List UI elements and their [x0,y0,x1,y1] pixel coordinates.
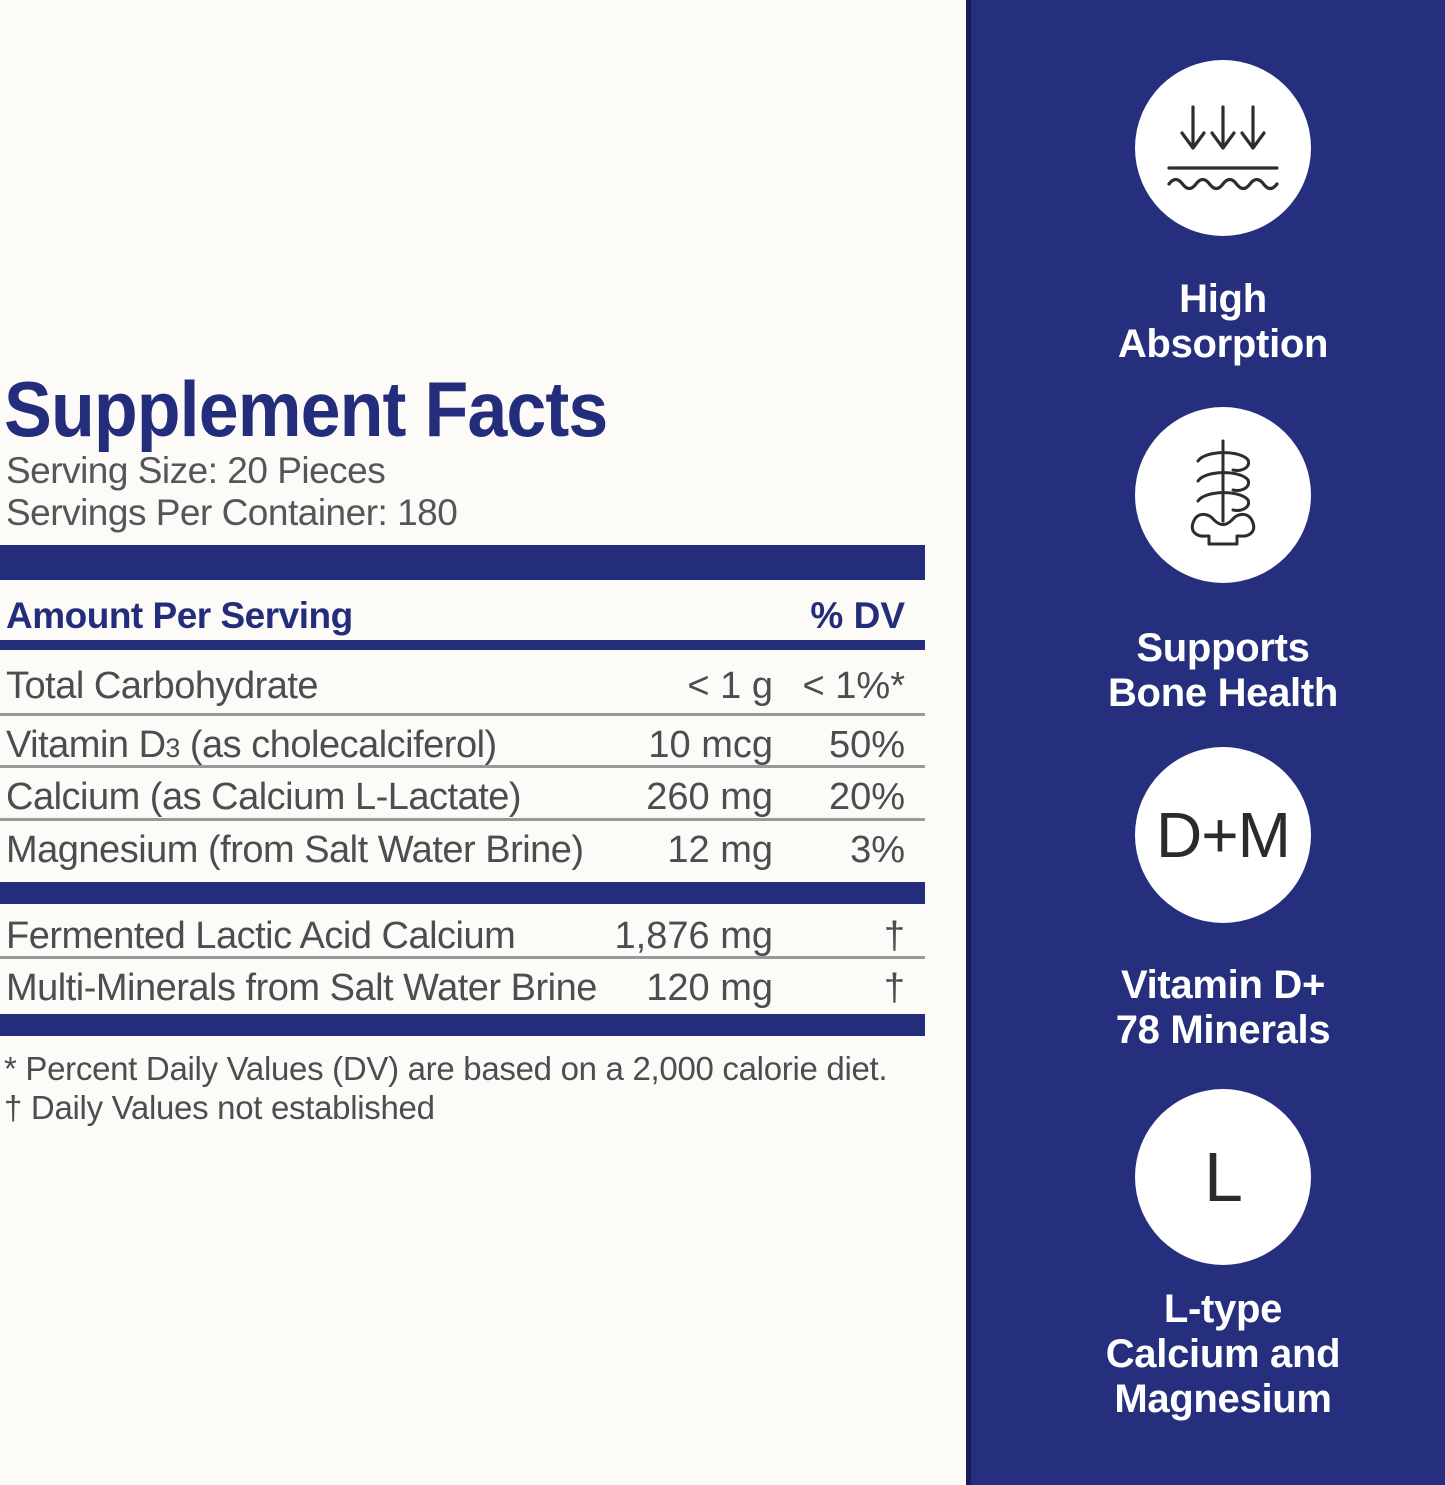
percent-dv-header: % DV [810,595,905,636]
benefit-label-l-type: L-type Calcium and Magnesium [993,1287,1445,1422]
nutrient-amount: 10 mcg [648,724,773,766]
benefit-label-line: Supports [1136,626,1310,670]
section-bar-middle [0,882,925,904]
section-bar-bottom [0,1014,925,1036]
nutrient-name-subscript: 3 [165,733,181,763]
nutrient-name: Multi-Minerals from Salt Water Brine [6,965,597,1014]
nutrient-name-suffix: (as cholecalciferol) [179,724,497,766]
supplement-facts-panel: Supplement Facts Serving Size: 20 Pieces… [0,365,925,1126]
nutrient-name: Calcium (as Calcium L-Lactate) [6,774,522,823]
benefit-badge-high-absorption [1135,60,1311,236]
nutrient-name-text: Magnesium (from Salt Water Brine) [6,829,584,871]
benefit-label-line: High [1179,277,1267,321]
nutrient-dv: 3% [850,829,905,871]
benefit-label-line: L-type [1163,1287,1283,1331]
benefit-label-bone-health: Supports Bone Health [993,626,1445,716]
page-title: Supplement Facts [4,365,608,453]
table-row: Multi-Minerals from Salt Water Brine 120… [0,965,925,1011]
table-row: Fermented Lactic Acid Calcium 1,876 mg † [0,913,925,959]
benefit-label-high-absorption: High Absorption [993,277,1445,367]
nutrient-dv: † [883,967,905,1009]
section-bar-top [0,545,925,580]
nutrient-amount: < 1 g [687,665,773,707]
nutrient-amount: 120 mg [646,967,773,1009]
benefit-label-line: Calcium and [1105,1332,1341,1376]
benefits-sidebar: High Absorption Supports Bone Health D+M… [966,0,1445,1485]
row-divider [0,713,925,716]
table-row: Total Carbohydrate < 1 g < 1%* [0,663,925,709]
nutrient-name-text: Fermented Lactic Acid Calcium [6,915,516,957]
dm-monogram-icon: D+M [1156,799,1291,871]
nutrient-name: Fermented Lactic Acid Calcium [6,913,516,962]
l-monogram-icon: L [1204,1138,1243,1216]
footnote-dagger: † Daily Values not established [4,1089,435,1126]
nutrient-amount: 260 mg [646,776,773,818]
benefit-label-line: Magnesium [1114,1377,1332,1421]
benefit-badge-bone-health [1135,407,1311,583]
nutrient-name-text: Vitamin D [6,724,166,766]
table-header: Amount Per Serving % DV [0,595,925,637]
benefit-label-vitamin-d-minerals: Vitamin D+ 78 Minerals [993,963,1445,1053]
benefit-badge-vitamin-d-minerals: D+M [1135,747,1311,923]
benefit-label-line: Vitamin D+ [1120,963,1326,1007]
table-row: Magnesium (from Salt Water Brine) 12 mg … [0,827,925,873]
absorption-icon [1167,105,1279,191]
section-bar-under-header [0,640,925,650]
benefit-badge-l-type: L [1135,1089,1311,1265]
serving-size-text: Serving Size: 20 Pieces [6,450,386,491]
nutrient-name: Magnesium (from Salt Water Brine) [6,827,584,876]
benefit-label-line: 78 Minerals [1115,1008,1331,1052]
row-divider [0,956,925,959]
amount-per-serving-header: Amount Per Serving [6,595,353,636]
spine-icon [1190,439,1256,546]
row-divider [0,765,925,768]
table-row: Vitamin D3 (as cholecalciferol) 10 mcg 5… [0,722,925,768]
nutrient-name-text: Calcium (as Calcium L-Lactate) [6,776,522,818]
nutrient-name-text: Total Carbohydrate [6,665,319,707]
nutrient-amount: 1,876 mg [614,915,773,957]
nutrient-dv: 20% [828,776,905,818]
benefit-label-line: Bone Health [1107,671,1339,715]
benefit-label-line: Absorption [1117,322,1329,366]
nutrient-dv: † [883,915,905,957]
footnote-percent-dv: * Percent Daily Values (DV) are based on… [4,1050,888,1087]
nutrient-dv: 50% [828,724,905,766]
nutrient-name-text: Multi-Minerals from Salt Water Brine [6,967,597,1009]
nutrient-name: Vitamin D3 (as cholecalciferol) [6,722,497,771]
servings-per-container-text: Servings Per Container: 180 [6,492,458,533]
row-divider [0,818,925,821]
nutrient-name: Total Carbohydrate [6,663,319,712]
nutrient-amount: 12 mg [667,829,773,871]
nutrient-dv: < 1%* [802,665,905,707]
table-row: Calcium (as Calcium L-Lactate) 260 mg 20… [0,774,925,820]
